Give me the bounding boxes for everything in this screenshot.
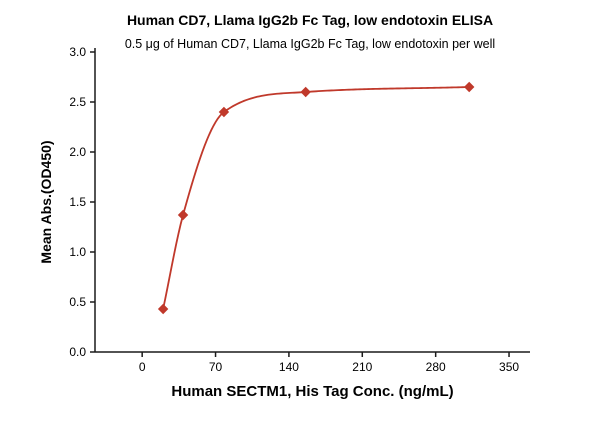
chart-title: Human CD7, Llama IgG2b Fc Tag, low endot… — [126, 12, 494, 28]
y-tick-label: 2.0 — [69, 145, 86, 159]
x-tick-label: 140 — [279, 360, 299, 374]
y-tick-label: 2.5 — [69, 95, 86, 109]
data-point-marker — [218, 106, 230, 118]
data-point-marker — [463, 81, 475, 93]
data-point-marker — [177, 209, 189, 221]
data-point-marker — [157, 303, 169, 315]
x-axis-label: Human SECTM1, His Tag Conc. (ng/mL) — [171, 383, 454, 400]
fit-curve — [162, 86, 470, 310]
x-tick-label: 350 — [499, 360, 519, 374]
y-tick-label: 0.0 — [69, 345, 86, 359]
x-tick-label: 210 — [352, 360, 372, 374]
data-point-marker — [300, 86, 311, 98]
x-tick-label: 70 — [209, 360, 223, 374]
y-tick-label: 3.0 — [69, 45, 86, 59]
chart-subtitle: 0.5 μg of Human CD7, Llama IgG2b Fc Tag,… — [124, 37, 496, 51]
y-tick-label: 1.0 — [69, 245, 86, 259]
x-tick-label: 0 — [139, 360, 146, 374]
y-tick-label: 0.5 — [69, 295, 86, 309]
x-tick-label: 280 — [426, 360, 446, 374]
y-tick-label: 1.5 — [69, 195, 86, 209]
